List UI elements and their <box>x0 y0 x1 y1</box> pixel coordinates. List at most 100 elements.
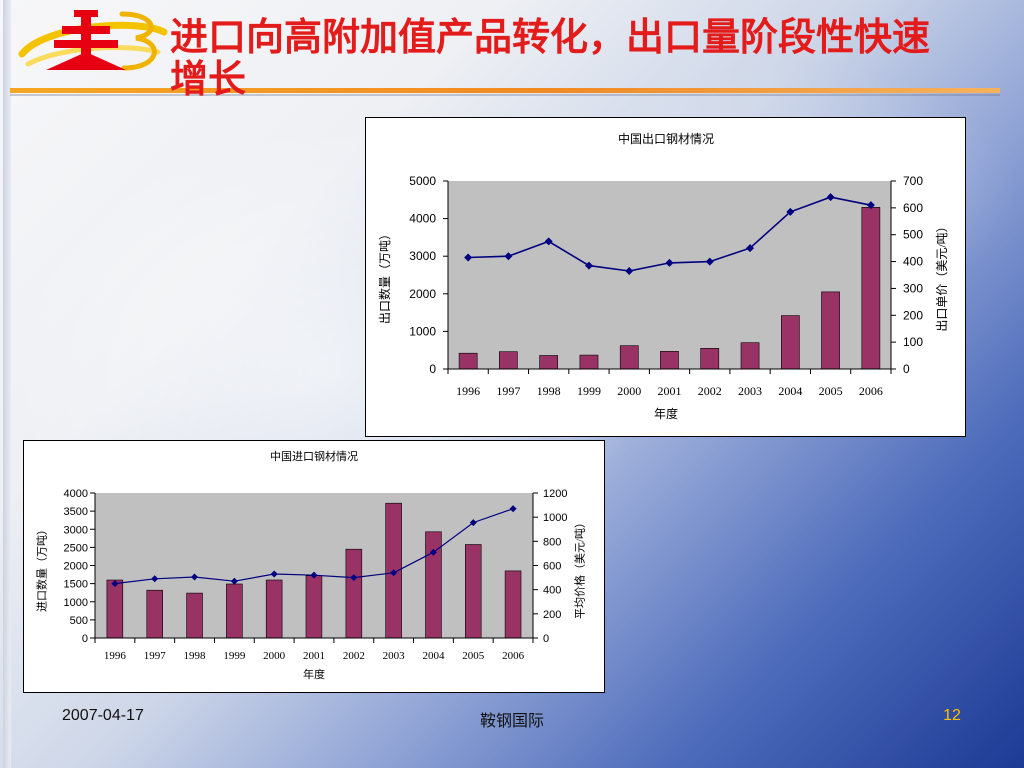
bar-2002 <box>345 548 363 639</box>
price-marker-1999 <box>230 577 238 585</box>
right-axis-tick-label: 0 <box>903 362 910 376</box>
right-axis-tick-label: 600 <box>903 201 923 215</box>
left-axis-tick-label: 5000 <box>409 174 436 188</box>
right-axis-tick-label: 200 <box>903 308 923 322</box>
price-marker-2005 <box>826 193 835 202</box>
x-axis-tick-label: 2001 <box>303 650 325 662</box>
left-axis-tick-label: 0 <box>82 633 88 645</box>
x-axis-tick-label: 2000 <box>263 650 286 662</box>
title-rule <box>10 88 1000 93</box>
right-axis-tick-label: 700 <box>903 174 923 188</box>
x-axis-tick-label: 1996 <box>104 650 127 662</box>
price-marker-1998 <box>544 237 553 246</box>
right-axis-title: 出口单价（美元/吨） <box>935 220 949 331</box>
x-axis-tick-label: 2005 <box>819 384 843 398</box>
right-axis-title: 平均价格（美元/吨） <box>573 517 587 619</box>
x-axis-tick-label: 2003 <box>738 384 762 398</box>
bar-2003 <box>740 342 760 370</box>
x-axis-tick-label: 2006 <box>859 384 883 398</box>
x-axis-tick-label: 2002 <box>698 384 722 398</box>
chart-title: 中国进口钢材情况 <box>270 449 358 463</box>
price-marker-2000 <box>625 266 634 275</box>
right-axis-tick-label: 400 <box>543 585 561 597</box>
bar-1997 <box>146 589 164 639</box>
price-marker-2004 <box>786 207 795 216</box>
left-axis-tick-label: 3500 <box>64 506 88 518</box>
slide-title: 进口向高附加值产品转化，出口量阶段性快速增长 <box>170 15 931 101</box>
footer-company: 鞍钢国际 <box>479 711 544 730</box>
x-axis-tick-label: 1996 <box>456 384 480 398</box>
left-axis-tick-label: 3000 <box>409 249 436 263</box>
left-axis-tick-label: 2000 <box>64 561 88 573</box>
export-steel-chart: 中国出口钢材情况 0 1000 2000 3000 4000 5000 0 100 200 300 4… <box>365 117 966 437</box>
price-marker-2006 <box>866 201 875 210</box>
bar-2005 <box>464 544 482 639</box>
bar-2000 <box>619 345 639 370</box>
bar-1996 <box>458 352 478 370</box>
x-axis-tick-label: 2001 <box>658 384 682 398</box>
price-marker-2001 <box>310 571 318 579</box>
x-axis-tick-label: 2006 <box>502 650 525 662</box>
x-axis-tick-label: 1997 <box>144 650 167 662</box>
right-axis-tick-label: 500 <box>903 228 923 242</box>
left-edge-band <box>3 0 11 768</box>
page-number: 12 <box>943 707 961 724</box>
bar-2001 <box>305 575 323 639</box>
bar-1996 <box>106 579 124 639</box>
price-marker-2001 <box>665 258 674 267</box>
left-axis-title: 进口数量（万吨） <box>36 524 49 612</box>
x-axis-tick-label: 2003 <box>383 650 406 662</box>
bar-2005 <box>821 291 840 370</box>
right-axis-tick-label: 1200 <box>543 488 567 500</box>
bar-1999 <box>579 354 599 370</box>
price-marker-1996 <box>464 253 473 262</box>
left-axis-tick-label: 2500 <box>64 542 88 554</box>
plot-area <box>448 181 891 369</box>
price-marker-1997 <box>151 575 159 583</box>
left-axis-tick-label: 1000 <box>64 597 88 609</box>
company-logo-icon <box>18 10 168 71</box>
left-axis-title: 出口数量（万吨） <box>377 228 392 324</box>
bar-1999 <box>226 583 243 639</box>
right-axis-tick-label: 1000 <box>543 512 567 524</box>
bar-2006 <box>504 570 522 639</box>
price-marker-1999 <box>584 261 593 270</box>
x-axis-tick-label: 1999 <box>223 650 246 662</box>
right-axis-tick-label: 0 <box>543 633 549 645</box>
export-chart-svg: 中国出口钢材情况 0 1000 2000 3000 4000 5000 0 100 200 300 4… <box>377 131 949 421</box>
right-axis-tick-label: 100 <box>903 335 923 349</box>
x-axis-tick-label: 2002 <box>343 650 365 662</box>
bar-1997 <box>499 351 518 370</box>
x-axis-title: 年度 <box>303 667 325 681</box>
x-axis-tick-label: 1997 <box>496 384 520 398</box>
x-axis-tick-label: 2004 <box>422 650 445 662</box>
price-marker-2006 <box>509 505 517 513</box>
left-axis-tick-label: 500 <box>70 615 88 627</box>
left-axis-tick-label: 4000 <box>64 488 88 500</box>
chart-title: 中国出口钢材情况 <box>618 131 714 146</box>
price-marker-2005 <box>469 519 477 527</box>
import-chart-svg: 中国进口钢材情况05001000150020002500300035004000… <box>36 449 587 681</box>
price-marker-1998 <box>191 573 199 581</box>
left-axis-tick-label: 2000 <box>409 287 436 301</box>
title-rule-shadow <box>10 94 1000 96</box>
price-marker-2002 <box>350 574 358 582</box>
bar-2004 <box>780 315 800 370</box>
right-axis-tick-label: 600 <box>543 561 561 573</box>
x-axis-tick-label: 2000 <box>617 384 641 398</box>
price-marker-2000 <box>270 570 278 578</box>
bar-2006 <box>861 207 881 370</box>
x-axis-tick-label: 1998 <box>184 650 207 662</box>
price-marker-2003 <box>746 244 755 253</box>
x-axis-tick-label: 1998 <box>537 384 561 398</box>
price-marker-1997 <box>504 252 513 261</box>
left-axis-tick-label: 1000 <box>409 324 436 338</box>
x-axis-tick-label: 2004 <box>778 384 802 398</box>
price-marker-1996 <box>111 580 119 588</box>
footer-date: 2007-04-17 <box>62 707 144 724</box>
x-axis-tick-label: 1999 <box>577 384 601 398</box>
bar-2001 <box>660 351 679 370</box>
bar-1998 <box>186 592 203 639</box>
left-axis-tick-label: 3000 <box>64 524 88 536</box>
